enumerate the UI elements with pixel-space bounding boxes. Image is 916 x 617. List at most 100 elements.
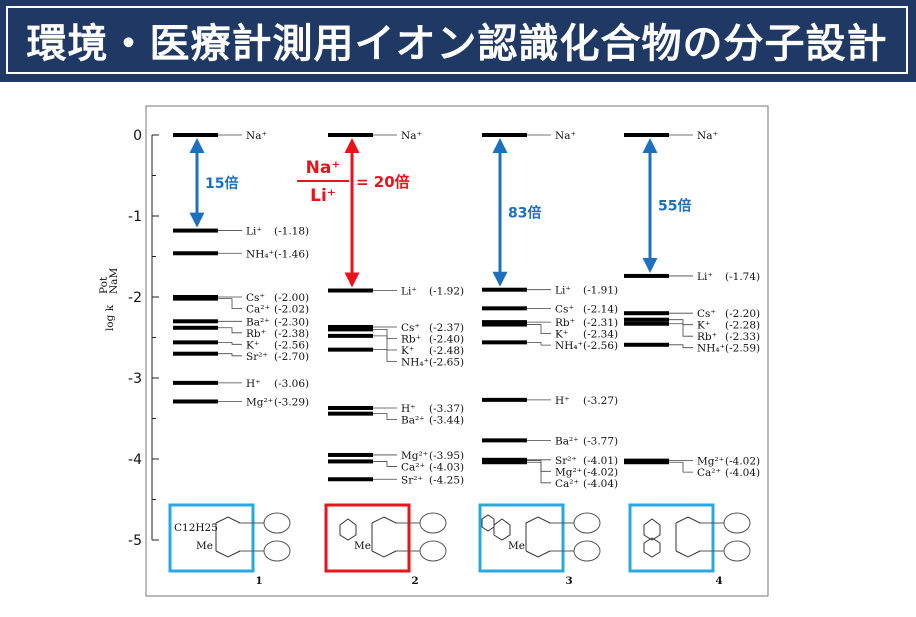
level-connector	[669, 319, 693, 326]
level-connector	[218, 327, 242, 334]
level-bar	[624, 460, 669, 465]
y-tick-label: 0	[133, 128, 142, 144]
ion-label: Na⁺	[697, 130, 718, 142]
structure-box	[628, 503, 715, 573]
compound-number: 3	[565, 575, 572, 587]
title-frame: 環境・医療計測用イオン認識化合物の分子設計	[6, 6, 908, 74]
y-axis-title: log k	[104, 304, 116, 331]
level-connector	[669, 461, 693, 473]
level-bar	[482, 133, 527, 137]
level-bar	[173, 325, 218, 330]
level-bar	[328, 324, 373, 329]
ion-label: Li⁺	[401, 286, 417, 298]
level-bar	[482, 320, 527, 325]
ratio-annotation-4: 55倍	[642, 138, 691, 273]
structure-label: Me	[508, 540, 525, 552]
ratio-value: = 20倍	[356, 173, 410, 191]
ion-label: Ba²⁺	[246, 316, 270, 328]
compound-1-levels: Na⁺ Li⁺ (-1.18)NH₄⁺ (-1.46) Cs⁺ (-2.00) Ca²⁺ (-…	[173, 130, 309, 408]
backbone-top	[525, 516, 551, 524]
y-tick-label: -5	[128, 533, 142, 549]
level-bar	[624, 317, 669, 322]
value-label: (-2.20)	[725, 308, 760, 320]
value-label: (-2.02)	[274, 304, 309, 316]
aromatic-ring	[339, 518, 357, 541]
ion-label: Cs⁺	[697, 308, 716, 320]
backbone-top	[371, 516, 397, 524]
level-bar	[624, 133, 669, 137]
level-bar	[173, 340, 218, 345]
ion-label: Li⁺	[555, 285, 571, 297]
ion-label: K⁺	[697, 320, 710, 332]
level-bar	[328, 405, 373, 410]
ion-label: Mg²⁺	[401, 450, 428, 462]
compound-number: 4	[715, 575, 722, 587]
value-label: (-1.91)	[583, 285, 618, 297]
value-label: (-2.40)	[429, 333, 464, 345]
value-label: (-2.56)	[274, 339, 309, 351]
level-bar	[328, 333, 373, 338]
ion-label: Ca²⁺	[555, 478, 579, 490]
value-label: (-3.44)	[429, 414, 464, 426]
ion-label: K⁺	[555, 329, 568, 341]
level-bar	[624, 321, 669, 326]
chart-frame	[145, 105, 769, 597]
level-bar	[482, 438, 527, 443]
ion-label: Rb⁺	[697, 331, 717, 343]
level-bar	[624, 273, 669, 278]
ion-label: Na⁺	[401, 130, 422, 142]
level-connector	[373, 328, 397, 339]
value-label: (-3.06)	[274, 378, 309, 390]
level-bar	[173, 351, 218, 356]
level-bar	[328, 411, 373, 416]
backbone-top	[215, 516, 241, 524]
ratio-annotation-3: 83倍	[492, 138, 541, 287]
value-label: (-3.95)	[429, 450, 464, 462]
ion-label: Ba²⁺	[401, 414, 425, 426]
level-bar	[173, 380, 218, 385]
value-label: (-3.29)	[274, 396, 309, 408]
level-bar	[328, 477, 373, 482]
compound-2-structure: Me 2	[324, 503, 447, 587]
ion-label: NH₄⁺	[246, 248, 274, 260]
y-tick-label: -4	[128, 452, 142, 468]
value-label: (-4.02)	[725, 456, 760, 468]
ion-label: Ca²⁺	[697, 467, 721, 479]
level-connector	[669, 344, 693, 349]
ratio-denominator: Li⁺	[310, 186, 336, 206]
value-label: (-1.92)	[429, 286, 464, 298]
level-bar	[173, 399, 218, 404]
structure-box	[478, 503, 565, 573]
structure-box	[324, 503, 411, 573]
level-connector	[218, 298, 242, 309]
value-label: (-2.59)	[725, 343, 760, 355]
y-axis-sub: NaM	[108, 268, 120, 294]
ratio-annotation-1: 15倍	[189, 138, 238, 228]
level-connector	[527, 324, 551, 335]
compound-3-levels: Na⁺ Li⁺ (-1.91) Cs⁺ (-2.14) Rb⁺ (-2.31) K⁺ (-2.3…	[482, 130, 618, 490]
ion-label: Mg²⁺	[555, 466, 582, 478]
ion-label: Li⁺	[246, 226, 262, 238]
level-bar	[328, 452, 373, 457]
ion-label: Cs⁺	[555, 303, 574, 315]
level-bar	[482, 397, 527, 402]
structure-label: Me	[354, 540, 371, 552]
level-connector	[373, 413, 397, 420]
ion-label: Na⁺	[246, 130, 267, 142]
ratio-value: 55倍	[658, 197, 691, 214]
compound-4-levels: Na⁺ Li⁺ (-1.74) Cs⁺ (-2.20) K⁺ (-2.28) Rb⁺ (-2.3…	[624, 130, 760, 479]
ion-label: NH₄⁺	[401, 356, 429, 368]
value-label: (-2.34)	[583, 329, 618, 341]
level-bar	[173, 133, 218, 137]
value-label: (-1.74)	[725, 271, 760, 283]
level-connector	[527, 341, 551, 346]
value-label: (-4.04)	[725, 467, 760, 479]
level-bar	[482, 287, 527, 292]
ion-label: Cs⁺	[401, 322, 420, 334]
backbone-bottom	[371, 550, 397, 558]
y-tick-label: -1	[128, 209, 142, 225]
ion-label: Cs⁺	[246, 292, 265, 304]
structure-label: C12H25	[174, 522, 218, 534]
level-connector	[373, 461, 397, 467]
